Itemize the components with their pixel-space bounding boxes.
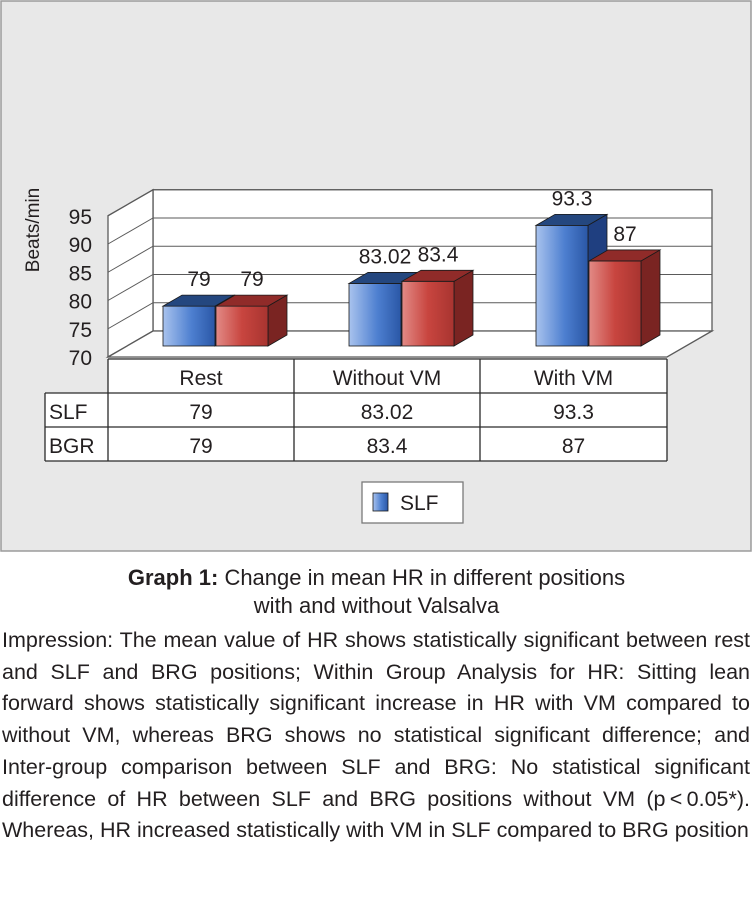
bar-slf-without-vm [348, 283, 402, 347]
chart-panel: 95 90 85 80 75 70 Beats/min 79 79 83.02 83.4 93.3 87… [0, 0, 752, 552]
impression-paragraph: Impression: The mean value of HR shows s… [2, 628, 750, 843]
table-body [108, 359, 667, 461]
bar-top-bgr-with-vm [587, 249, 662, 262]
data-label-bgr-with-vm: 87 [613, 223, 636, 246]
caption-text: Change in mean HR in different positions [224, 565, 626, 590]
bar-top-bgr-without-vm [400, 269, 475, 282]
legend-swatch-slf [372, 492, 389, 512]
table-category-with-vm: With VM [534, 367, 613, 390]
bar-top-slf-with-vm [534, 213, 609, 226]
table-cell: 79 [189, 435, 212, 458]
gridline [107, 245, 712, 273]
bar-top-bgr-rest [214, 294, 289, 307]
bar-bgr-rest [215, 305, 269, 347]
table-cell: 83.02 [361, 401, 414, 424]
gridline [107, 274, 712, 301]
gridline [107, 217, 712, 245]
y-tick-label: 70 [69, 347, 92, 370]
table-cell: 93.3 [553, 401, 594, 424]
table-series-slf: SLF [49, 401, 88, 424]
bar-top-slf-rest [161, 294, 236, 307]
data-label-slf-rest: 79 [187, 268, 210, 291]
table-cell: 83.4 [367, 435, 408, 458]
bar-slf-with-vm [535, 224, 589, 347]
table-cell: 87 [562, 435, 585, 458]
gridline [107, 302, 712, 330]
y-tick-label: 85 [69, 262, 92, 285]
figure-caption: Graph 1: Change in mean HR in different … [0, 564, 753, 620]
caption-label: Graph 1: [127, 565, 219, 590]
data-label-bgr-rest: 79 [240, 268, 263, 291]
y-axis-label: Beats/min [23, 188, 44, 272]
legend-label-slf: SLF [400, 492, 439, 515]
caption-text-line2: with and without Valsalva [253, 593, 500, 618]
table-cell: 79 [189, 401, 212, 424]
bar-bgr-without-vm [401, 280, 455, 347]
table-category-rest: Rest [179, 367, 222, 390]
table-series-bgr: BGR [49, 435, 95, 458]
table-category-without-vm: Without VM [333, 367, 442, 390]
y-tick-label: 80 [69, 291, 92, 314]
bar-slf-rest [162, 305, 216, 347]
y-tick-label: 90 [69, 234, 92, 257]
y-tick-label: 75 [69, 319, 92, 342]
bar-bgr-with-vm [588, 260, 642, 347]
data-label-bgr-without-vm: 83.4 [418, 243, 459, 266]
hr-bar-chart: 95 90 85 80 75 70 Beats/min 79 79 83.02 83.4 93.3 87… [0, 0, 752, 552]
bar-side-bgr-with-vm [640, 249, 661, 347]
gridline [107, 189, 712, 217]
data-label-slf-with-vm: 93.3 [552, 187, 593, 210]
y-tick-label: 95 [69, 206, 92, 229]
data-label-slf-without-vm: 83.02 [359, 245, 412, 268]
bar-side-bgr-without-vm [453, 269, 474, 347]
side-wall [107, 188, 154, 359]
